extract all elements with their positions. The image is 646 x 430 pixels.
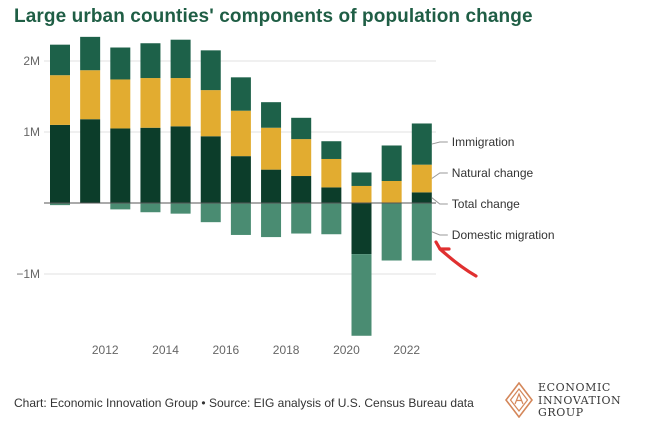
logo-line-1: ECONOMIC bbox=[538, 381, 611, 394]
bar-immigration-2019 bbox=[291, 117, 312, 140]
bar-total-change-2016 bbox=[200, 136, 221, 203]
x-tick-label-2020: 2020 bbox=[333, 343, 360, 357]
logo-line-3: GROUP bbox=[538, 406, 584, 419]
chart-title: Large urban counties' components of popu… bbox=[14, 6, 533, 27]
bar-domestic-migration-2015 bbox=[170, 203, 191, 214]
bar-total-change-2012 bbox=[80, 119, 101, 203]
legend-leader-1 bbox=[431, 172, 448, 179]
bar-immigration-2018 bbox=[261, 102, 282, 128]
bar-natural-change-2018 bbox=[261, 127, 282, 170]
legend-leader-2 bbox=[431, 197, 448, 205]
bar-natural-change-2020 bbox=[321, 158, 342, 188]
bar-domestic-migration-2013 bbox=[110, 203, 131, 210]
x-tick-label-2022: 2022 bbox=[393, 343, 420, 357]
x-tick-label-2016: 2016 bbox=[212, 343, 239, 357]
y-tick-label-1: 1M bbox=[23, 125, 40, 139]
bar-total-change-2013 bbox=[110, 128, 131, 203]
bar-natural-change-2022 bbox=[381, 180, 402, 203]
eig-logo-wordmark: ECONOMIC INNOVATION GROUP bbox=[538, 381, 622, 420]
bar-immigration-2016 bbox=[200, 50, 221, 91]
bar-domestic-migration-2023 bbox=[411, 203, 432, 261]
bar-domestic-migration-2014 bbox=[140, 203, 161, 213]
legend-leader-0 bbox=[431, 141, 448, 145]
eig-logo-mark-icon bbox=[505, 382, 533, 418]
bar-immigration-2017 bbox=[230, 77, 251, 111]
source-note: Chart: Economic Innovation Group • Sourc… bbox=[14, 396, 474, 410]
bar-total-change-2015 bbox=[170, 126, 191, 203]
x-tick-label-2018: 2018 bbox=[273, 343, 300, 357]
bar-immigration-2013 bbox=[110, 47, 131, 80]
annotation bbox=[434, 240, 478, 278]
bar-total-change-2014 bbox=[140, 127, 161, 203]
bar-domestic-migration-2016 bbox=[200, 203, 221, 223]
bar-domestic-migration-2011 bbox=[50, 203, 70, 206]
bar-natural-change-2019 bbox=[291, 139, 312, 177]
axis-labels: −1M 1M 2M 2012 2014 2016 2018 2020 2022 bbox=[16, 54, 420, 357]
bar-natural-change-2013 bbox=[110, 79, 131, 129]
bar-domestic-migration-2022 bbox=[381, 203, 402, 261]
bar-total-change-2023 bbox=[411, 192, 432, 203]
bar-immigration-2021 bbox=[351, 172, 372, 186]
legend-label-immigration: Immigration bbox=[452, 135, 515, 149]
bar-natural-change-2016 bbox=[200, 90, 221, 137]
bar-domestic-migration-2019 bbox=[291, 203, 312, 234]
bar-total-change-2011 bbox=[50, 124, 70, 203]
bar-immigration-2012 bbox=[80, 36, 101, 71]
legend-leader-3 bbox=[431, 231, 448, 236]
bar-natural-change-2023 bbox=[411, 164, 432, 193]
bar-natural-change-2011 bbox=[50, 75, 70, 125]
bar-immigration-2011 bbox=[50, 44, 70, 76]
bar-immigration-2014 bbox=[140, 43, 161, 79]
x-tick-label-2012: 2012 bbox=[92, 343, 119, 357]
bar-immigration-2020 bbox=[321, 141, 342, 159]
bar-natural-change-2015 bbox=[170, 78, 191, 127]
bar-total-change-2020 bbox=[321, 187, 342, 203]
bars bbox=[44, 36, 436, 336]
legend-label-domestic-migration: Domestic migration bbox=[452, 228, 555, 242]
annotation-arrow-shaft bbox=[438, 247, 478, 278]
bar-total-change-2021 bbox=[351, 203, 372, 255]
legend-label-total-change: Total change bbox=[452, 197, 520, 211]
bar-total-change-2018 bbox=[261, 169, 282, 203]
legend-label-natural-change: Natural change bbox=[452, 166, 534, 180]
annotation-arrow-head bbox=[434, 240, 451, 251]
bar-immigration-2015 bbox=[170, 39, 191, 79]
bar-natural-change-2014 bbox=[140, 78, 161, 128]
logo-line-2: INNOVATION bbox=[538, 393, 622, 407]
bar-domestic-migration-2020 bbox=[321, 203, 342, 235]
bar-natural-change-2021 bbox=[351, 185, 372, 203]
bar-domestic-migration-2018 bbox=[261, 203, 282, 238]
bar-natural-change-2012 bbox=[80, 70, 101, 120]
bar-total-change-2019 bbox=[291, 176, 312, 203]
bar-immigration-2022 bbox=[381, 145, 402, 181]
bar-immigration-2023 bbox=[411, 123, 432, 165]
x-tick-label-2014: 2014 bbox=[152, 343, 179, 357]
bar-domestic-migration-2017 bbox=[230, 203, 251, 235]
y-tick-label-2: 2M bbox=[23, 54, 40, 68]
bar-total-change-2017 bbox=[230, 156, 251, 203]
eig-logo: ECONOMIC INNOVATION GROUP bbox=[505, 380, 635, 424]
bar-natural-change-2017 bbox=[230, 110, 251, 157]
bar-domestic-migration-2021 bbox=[351, 254, 372, 336]
legend: Immigration Natural change Total change Dom… bbox=[431, 135, 555, 242]
y-tick-label-0: −1M bbox=[16, 267, 40, 281]
